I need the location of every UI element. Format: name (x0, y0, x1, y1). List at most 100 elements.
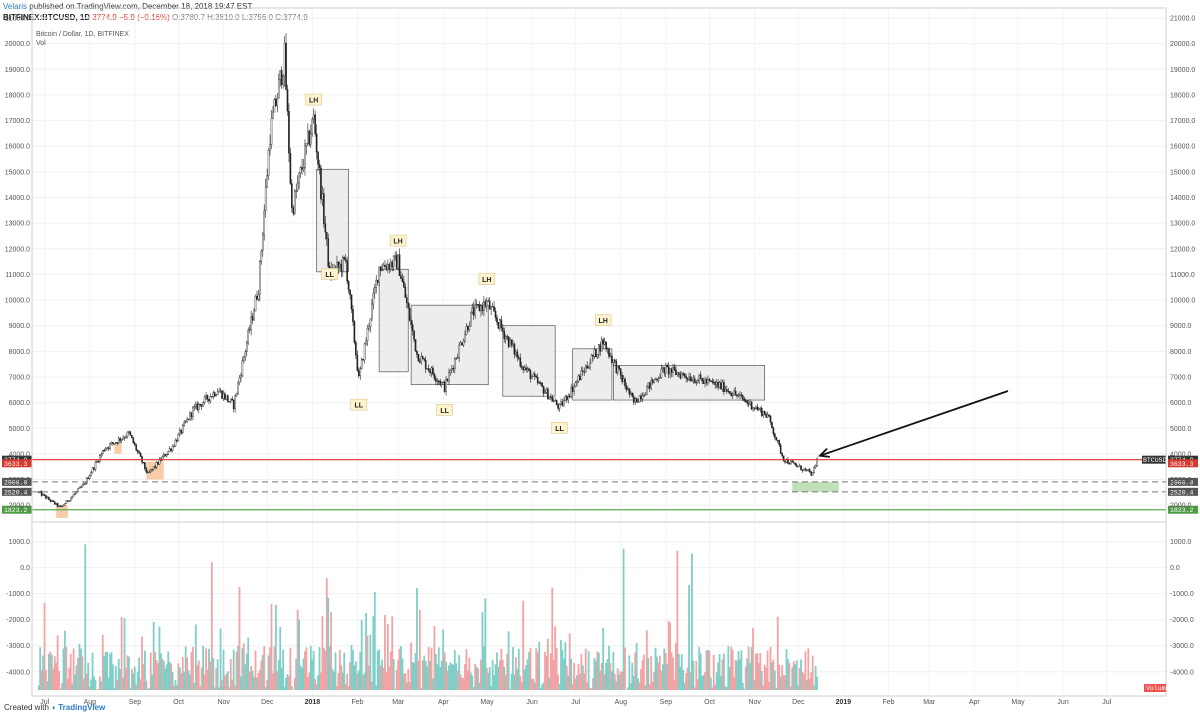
volume-bar (357, 670, 360, 690)
candle-body (587, 367, 590, 369)
y-tick-label-right: 10000.0 (1170, 298, 1195, 305)
candle-body (336, 262, 338, 268)
volume-tag-text: Volume (1146, 685, 1170, 692)
volume-bar (663, 648, 666, 690)
candle-body (653, 379, 655, 384)
y-tick-label-left: 16000.0 (5, 144, 30, 151)
candle-body (388, 264, 391, 270)
candle-body (433, 374, 436, 379)
candle-body (506, 336, 508, 338)
y-tick-label-left: 19000.0 (5, 67, 30, 74)
candle-body (474, 304, 476, 316)
volume-bar (647, 658, 650, 690)
volume-bar (88, 686, 91, 690)
y-tick-label-left: 4000.0 (9, 451, 31, 458)
volume-bar (360, 619, 363, 690)
volume-bar (74, 674, 76, 690)
volume-bar (100, 681, 103, 690)
volume-bar (77, 657, 79, 690)
volume-bar (94, 680, 97, 690)
volume-bar (37, 685, 40, 690)
candle-body (673, 366, 676, 371)
candle-body (458, 344, 460, 358)
horizontal-levels: 3774.9BTCUSD3774.93633.33633.32908.02908… (2, 455, 1198, 514)
candle-body (638, 395, 641, 403)
candle-body (106, 447, 108, 450)
y-tick-label-right: 8000.0 (1170, 349, 1192, 356)
candle-body (56, 503, 59, 507)
volume-bar (718, 654, 721, 690)
candle-body (545, 388, 548, 393)
volume-bar (654, 647, 657, 690)
candle-body (49, 499, 52, 502)
volume-bar (354, 661, 357, 690)
volume-bar (484, 598, 487, 690)
volume-bar (170, 663, 173, 690)
candle-body (209, 396, 212, 402)
volume-bar (645, 630, 648, 690)
y-tick-label-right: 17000.0 (1170, 118, 1195, 125)
y-tick-label-left: 7000.0 (9, 374, 31, 381)
volume-bar (114, 666, 117, 690)
candle-body (695, 382, 698, 384)
volume-bar (85, 673, 88, 690)
candle-body (464, 334, 466, 342)
y-tick-label-left: 14000.0 (5, 195, 30, 202)
volume-bar (184, 646, 187, 690)
volume-bar (787, 659, 789, 690)
x-tick-label: Jun (1057, 699, 1068, 706)
candle-body (627, 388, 629, 390)
volume-bar (289, 647, 292, 690)
volume-bar (757, 663, 760, 690)
candle-body (85, 477, 88, 484)
volume-bar (458, 655, 461, 690)
volume-bar (792, 661, 795, 690)
candle-body (609, 355, 612, 358)
candle-body (634, 397, 636, 403)
tradingview-brand[interactable]: TradingView (58, 703, 106, 712)
candle-body (535, 376, 538, 378)
volume-bar (285, 678, 287, 690)
volume-bar (91, 652, 94, 690)
volume-bar (226, 671, 229, 690)
candle-body (94, 462, 97, 470)
volume-bar (692, 660, 695, 690)
candle-body (184, 421, 187, 423)
candle-body (304, 145, 306, 168)
volume-bar (164, 668, 167, 690)
volume-bar (312, 650, 315, 690)
volume-bar (229, 659, 232, 690)
candle-body (628, 388, 631, 395)
volume-bar (394, 689, 397, 690)
volume-bar (724, 686, 727, 690)
candle-body (267, 150, 270, 176)
candle-body (763, 411, 766, 415)
trend-arrow (817, 390, 1009, 458)
candle-body (376, 279, 379, 283)
candle-body (784, 460, 786, 463)
candle-body (109, 443, 111, 449)
candle-body (203, 396, 206, 403)
candle-body (442, 381, 444, 384)
volume-bar (517, 648, 520, 690)
candle-body (771, 421, 773, 428)
volume-bar (149, 652, 152, 690)
volume-bar (520, 681, 523, 690)
volume-bar (440, 660, 443, 690)
volume-bar (519, 675, 522, 690)
candle-body (195, 403, 197, 407)
volume-bar (613, 673, 616, 690)
volume-bar (266, 679, 269, 690)
volume-bar (730, 646, 733, 690)
candle-body (446, 378, 449, 382)
volume-bar (171, 671, 174, 690)
candle-body (573, 385, 575, 392)
candle-body (347, 280, 350, 291)
y-tick-label-right: 6000.0 (1170, 400, 1192, 407)
volume-bar (222, 649, 225, 690)
candle-body (67, 500, 69, 502)
candle-body (712, 381, 715, 383)
author-name[interactable]: Velaris (3, 2, 28, 11)
volume-bar (651, 681, 654, 690)
